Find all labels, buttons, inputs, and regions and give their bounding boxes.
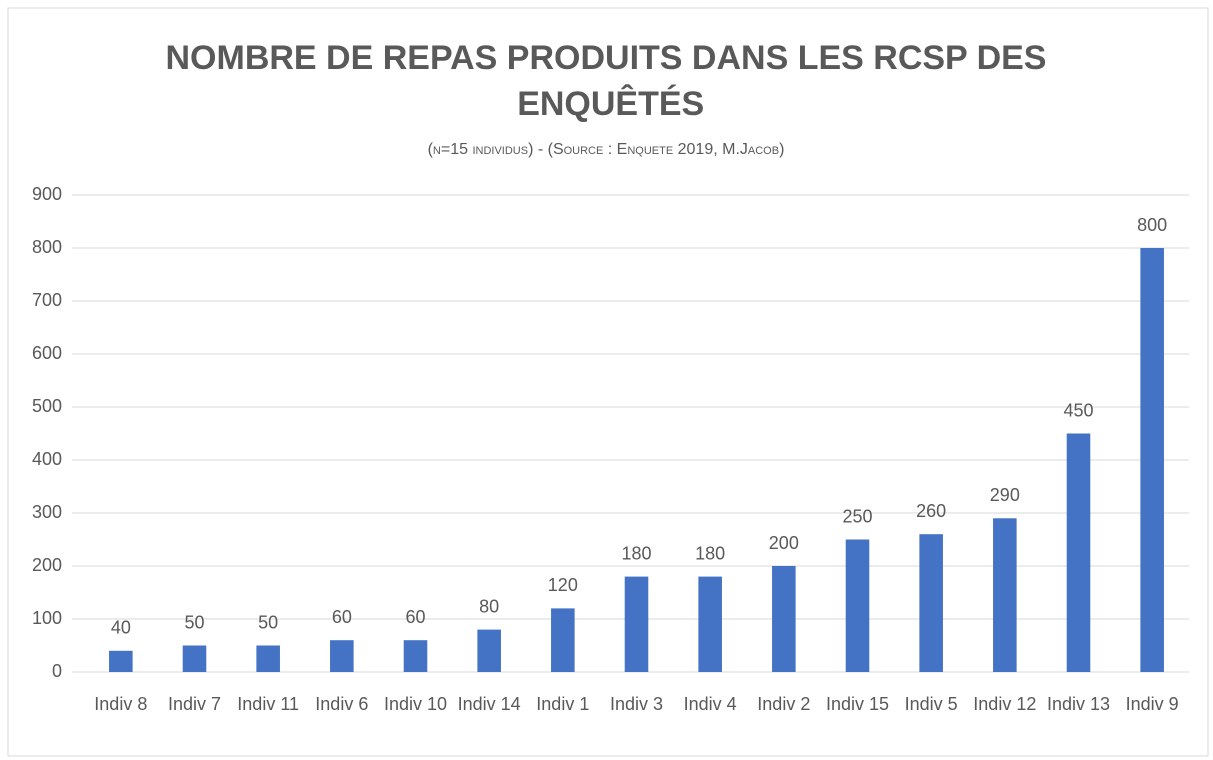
x-tick-label: Indiv 12	[973, 694, 1036, 714]
y-tick-label: 600	[32, 343, 62, 363]
data-label: 450	[1063, 400, 1093, 420]
bar	[256, 645, 280, 672]
bar	[624, 576, 649, 672]
x-tick-label: Indiv 1	[536, 694, 589, 714]
bar	[845, 539, 870, 672]
bar	[1066, 433, 1091, 672]
x-tick-label: Indiv 15	[826, 694, 889, 714]
data-label: 60	[405, 607, 425, 627]
data-label: 40	[111, 618, 131, 638]
data-label: 50	[258, 612, 278, 632]
bar	[109, 650, 133, 672]
y-tick-label: 300	[32, 502, 62, 522]
x-tick-label: Indiv 2	[757, 694, 810, 714]
x-tick-label: Indiv 6	[315, 694, 368, 714]
bar	[919, 534, 943, 672]
data-label: 80	[479, 596, 499, 616]
data-label: 50	[184, 612, 204, 632]
x-tick-label: Indiv 9	[1126, 694, 1179, 714]
y-tick-label: 0	[52, 661, 62, 681]
y-tick-label: 800	[32, 237, 62, 257]
bar	[330, 640, 354, 672]
data-label: 800	[1137, 215, 1167, 235]
x-tick-label: Indiv 7	[168, 694, 221, 714]
bar	[403, 640, 428, 672]
x-tick-label: Indiv 8	[94, 694, 147, 714]
data-label: 180	[621, 543, 651, 563]
bar	[551, 608, 575, 672]
bar	[772, 566, 796, 672]
x-tick-label: Indiv 14	[458, 694, 521, 714]
x-tick-label: Indiv 10	[384, 694, 447, 714]
y-tick-label: 700	[32, 290, 62, 310]
y-tick-label: 500	[32, 396, 62, 416]
bar	[1140, 248, 1164, 672]
y-tick-label: 200	[32, 555, 62, 575]
data-label: 200	[769, 533, 799, 553]
x-tick-label: Indiv 4	[684, 694, 737, 714]
x-tick-label: Indiv 11	[237, 694, 299, 714]
x-tick-label: Indiv 13	[1047, 694, 1110, 714]
y-tick-label: 900	[32, 184, 62, 204]
bar	[698, 576, 722, 672]
data-label: 290	[990, 485, 1020, 505]
x-tick-label: Indiv 5	[905, 694, 958, 714]
bar	[182, 645, 207, 672]
y-tick-label: 100	[32, 608, 62, 628]
data-label: 60	[332, 607, 352, 627]
data-label: 180	[695, 543, 725, 563]
bar	[993, 518, 1017, 672]
chart-subtitle: (n=15 individus) - (Source : Enquete 201…	[428, 141, 785, 158]
data-label: 120	[548, 575, 578, 595]
x-tick-label: Indiv 3	[610, 694, 663, 714]
y-tick-label: 400	[32, 449, 62, 469]
data-label: 250	[842, 506, 872, 526]
bar	[477, 629, 501, 672]
data-label: 260	[916, 501, 946, 521]
chart-title: NOMBRE DE REPAS PRODUITS DANS LES RCSP D…	[166, 39, 1047, 123]
